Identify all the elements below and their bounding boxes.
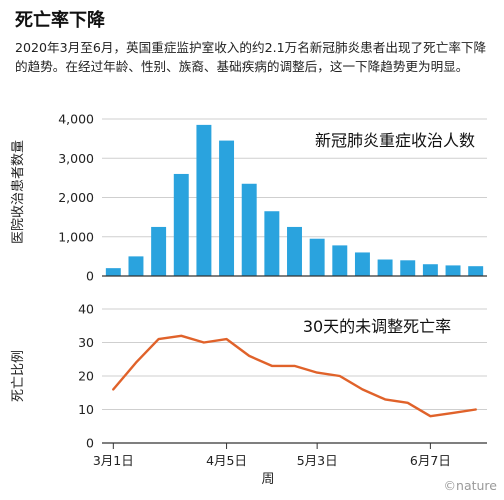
admissions-bar: [377, 259, 393, 276]
top-y-tick-label: 3,000: [58, 151, 94, 166]
top-y-tick-label: 1,000: [58, 229, 94, 244]
bottom-y-tick-label: 10: [78, 402, 94, 417]
admissions-chart-title: 新冠肺炎重症收治人数: [315, 131, 475, 150]
bottom-y-tick-label: 20: [78, 369, 94, 384]
admissions-bar: [287, 226, 302, 276]
admissions-bar: [400, 260, 416, 276]
admissions-bar: [151, 226, 167, 276]
top-y-tick-label: 0: [86, 269, 94, 284]
x-tick-label: 5月3日: [297, 453, 338, 468]
bottom-y-tick-label: 40: [78, 302, 94, 317]
x-tick-label: 4月5日: [206, 453, 247, 468]
top-y-tick-label: 4,000: [58, 112, 94, 127]
top-y-tick-label: 2,000: [58, 190, 94, 205]
admissions-bar: [445, 265, 461, 276]
page-title: 死亡率下降: [15, 10, 105, 31]
admissions-bar: [354, 252, 370, 276]
x-axis-label: 周: [261, 472, 274, 487]
admissions-bar: [128, 256, 144, 276]
admissions-bar: [264, 211, 280, 276]
admissions-bar: [173, 173, 189, 276]
bottom-y-tick-label: 30: [78, 335, 94, 350]
bottom-y-tick-label: 0: [86, 436, 94, 451]
admissions-bar: [332, 245, 348, 276]
admissions-y-axis-label: 医院收治患者数量: [11, 140, 26, 244]
admissions-bar: [241, 183, 257, 276]
admissions-bar: [105, 268, 121, 276]
admissions-bar: [196, 124, 212, 276]
mortality-chart-title: 30天的未调整死亡率: [303, 317, 451, 336]
x-tick-label: 3月1日: [93, 453, 134, 468]
admissions-bar: [468, 266, 484, 276]
x-tick-label: 6月7日: [410, 453, 451, 468]
admissions-bar: [309, 238, 325, 276]
admissions-bar: [219, 140, 235, 276]
admissions-panel: 0 1,000 2,000 3,000 4,000: [58, 112, 487, 284]
mortality-line: [112, 334, 477, 418]
admissions-bar: [422, 264, 438, 276]
page-subtitle: 2020年3月至6月，英国重症监护室收入的约2.1万名新冠肺炎患者出现了死亡率下…: [15, 40, 487, 74]
nature-logo: ©nature: [444, 478, 498, 493]
mortality-panel: 0 10 20 30 40 3月1日 4月5日 5月3日 6月7日: [78, 302, 487, 468]
mortality-y-axis-label: 死亡比例: [11, 350, 26, 402]
